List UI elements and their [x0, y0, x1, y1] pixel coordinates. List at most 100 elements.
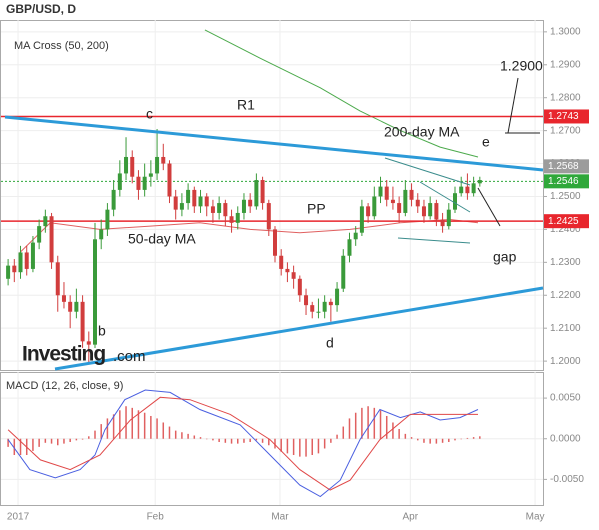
candle-body [453, 193, 457, 210]
y-tick-label: 1.2400 [550, 224, 581, 235]
y-tick-label: 1.2500 [550, 191, 581, 202]
histogram-bar [305, 438, 307, 457]
histogram-bar [237, 438, 239, 444]
histogram-bar [330, 438, 332, 443]
candle-body [273, 229, 277, 256]
histogram-bar [472, 437, 475, 439]
x-tick-label: 2017 [7, 512, 30, 523]
histogram-bar [187, 433, 189, 439]
candle-body [223, 203, 228, 217]
candle-body [80, 301, 85, 342]
histogram-bar [429, 438, 431, 444]
candle-body [111, 189, 116, 210]
candle-body [279, 255, 284, 269]
candle-body [471, 183, 476, 194]
histogram-bar [205, 438, 208, 440]
histogram-bar [32, 438, 34, 451]
annotation: 1.2900 [500, 58, 543, 74]
histogram-bar [336, 434, 338, 439]
candle-body [37, 226, 42, 243]
histogram-bar [230, 438, 233, 444]
histogram-bar [354, 412, 357, 439]
histogram-bar [373, 407, 376, 439]
candle-body [322, 301, 327, 312]
triangle-line [419, 181, 471, 213]
candle-body [55, 262, 60, 296]
candle-body [229, 216, 234, 223]
histogram-bar [479, 436, 481, 439]
candle-body [353, 232, 358, 240]
histogram-bar [63, 438, 65, 444]
histogram-bar [199, 437, 202, 439]
candle-body [260, 180, 265, 204]
annotation: d [326, 335, 334, 351]
histogram-bar [292, 438, 295, 456]
candle-body [105, 209, 110, 230]
histogram-bar [448, 438, 450, 442]
histogram-bar [143, 412, 146, 439]
candle-body [210, 206, 215, 213]
histogram-bar [75, 438, 78, 441]
y-tick-label: 1.2300 [550, 257, 581, 268]
candle-body [24, 252, 29, 269]
y-tick-label: 1.2700 [550, 125, 581, 136]
histogram-bar [193, 435, 196, 439]
candle-body [136, 176, 141, 190]
price-panel [0, 20, 544, 371]
histogram-bar [44, 438, 47, 443]
histogram-bar [410, 437, 413, 439]
histogram-bar [274, 438, 276, 449]
y-tick-label: 1.2100 [550, 323, 581, 334]
candle-body [74, 301, 79, 312]
histogram-bar [460, 438, 462, 440]
trend-line [54, 286, 544, 371]
candle-body [390, 199, 395, 204]
histogram-bar [454, 438, 456, 441]
histogram-bar [50, 438, 53, 444]
histogram-bar [181, 432, 183, 439]
candle-body [403, 189, 408, 213]
watermark: .com [113, 348, 146, 365]
candle-body [198, 196, 203, 207]
candle-body [124, 156, 129, 174]
annotation: c [146, 106, 153, 122]
histogram-bar [174, 430, 177, 439]
histogram-bar [38, 438, 40, 447]
y-tick-label: 1.2000 [550, 356, 581, 367]
candle-body [12, 265, 17, 273]
triangle-line [384, 157, 471, 186]
histogram-bar [392, 422, 394, 439]
histogram-bar [88, 436, 90, 439]
legend: MACD (12, 26, close, 9) [6, 380, 123, 392]
candle-body [155, 156, 160, 174]
histogram-bar [112, 414, 115, 439]
candle-body [167, 163, 172, 197]
price-label: 1.2568 [548, 161, 579, 172]
histogram-bar [404, 433, 407, 439]
price-box [544, 214, 589, 229]
histogram-bar [131, 407, 133, 439]
histogram-bar [218, 438, 220, 442]
candle-body [297, 278, 302, 296]
histogram-bar [150, 415, 152, 439]
price-box [544, 159, 589, 174]
histogram-bar [19, 438, 22, 456]
histogram-bar [441, 438, 444, 443]
x-tick-label: Apr [403, 512, 419, 523]
histogram-bar [162, 422, 165, 439]
candle-body [204, 196, 209, 207]
candle-body [49, 216, 54, 263]
title: GBP/USD, D [6, 2, 76, 16]
candle-body [465, 186, 470, 194]
candle-body [304, 295, 309, 306]
candle-body [130, 156, 135, 177]
x-tick-label: May [526, 512, 545, 523]
candle-body [61, 295, 66, 302]
price-label: 1.2425 [548, 216, 579, 227]
histogram-bar [57, 438, 59, 446]
histogram-bar [398, 428, 400, 439]
candle-body [43, 216, 48, 227]
plot-layer: 1.30001.29001.28001.27001.26001.25001.24… [1, 20, 589, 523]
histogram-bar [317, 438, 320, 454]
